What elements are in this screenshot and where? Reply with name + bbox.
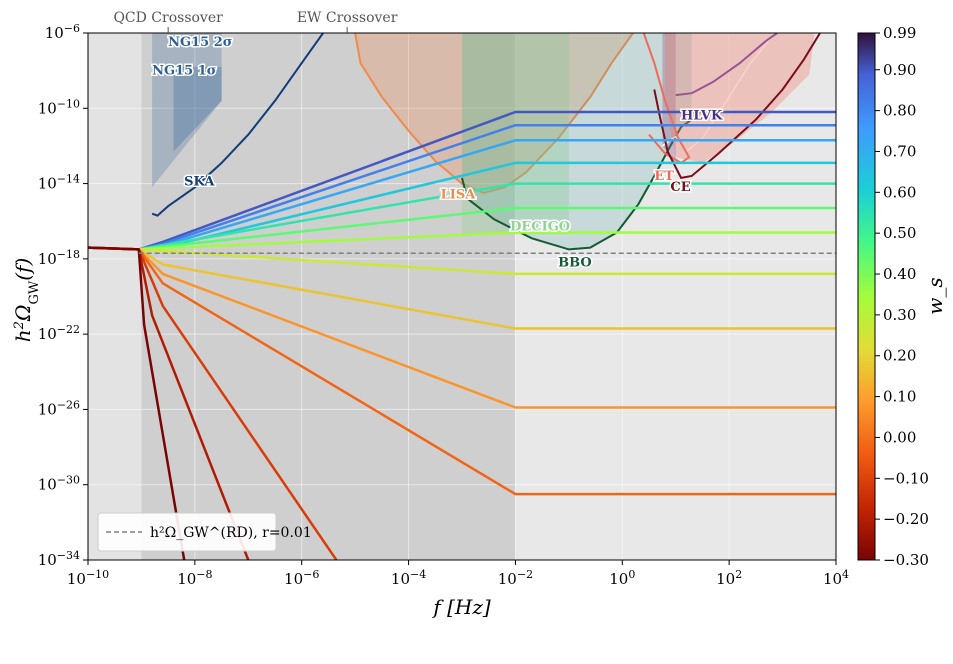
colorbar-tick-label: 0.99: [883, 24, 916, 42]
ng15-1sigma-region: [173, 66, 222, 152]
shaded-regions: [88, 33, 836, 560]
ce-region: [665, 33, 815, 163]
detector-label-ng15-2-: NG15 2σ: [168, 35, 232, 50]
colorbar-label: w_s: [923, 277, 947, 314]
detector-label-hlvk: HLVK: [681, 109, 723, 124]
top-marker-label: EW Crossover: [297, 10, 398, 26]
detector-label-ska: SKA: [184, 174, 215, 189]
x-tick-label: 10−4: [391, 568, 426, 589]
x-tick-label: 10−10: [67, 568, 109, 589]
hlvk-edge: [661, 36, 773, 153]
y-tick-label: 10−26: [38, 398, 80, 419]
et-curve: [642, 33, 691, 165]
colorbar-tick-label: 0.00: [883, 428, 916, 446]
y-tick-label: 10−22: [38, 323, 80, 344]
spectrum-series: [88, 110, 836, 560]
x-tick-label: 102: [716, 568, 742, 589]
colorbar-tick-label: 0.80: [883, 102, 916, 120]
hlvk-curve: [675, 33, 778, 97]
colorbar-tick-label: 0.10: [883, 388, 916, 406]
y-tick-label: 10−10: [38, 97, 80, 118]
shaded-region-1: [141, 33, 516, 560]
colorbar: 0.99 0.90 0.80 0.70 0.60 0.50 0.40 0.30 0.20 0.10…: [857, 24, 947, 569]
x-tick-label: 104: [823, 568, 849, 589]
shaded-region-0: [88, 33, 142, 560]
hlvk-region: [662, 33, 676, 165]
bbo-curve: [461, 118, 693, 251]
detector-label-ce: CE: [670, 180, 690, 195]
colorbar-tick-label: 0.60: [883, 183, 916, 201]
y-tick-label: 10−34: [38, 549, 80, 570]
colorbar-tick-label: −0.20: [883, 510, 929, 528]
detector-label-et: ET: [654, 169, 674, 184]
x-ticks: 10−10 10−8 10−6 10−4 10−2 100 102 104: [67, 560, 849, 588]
colorbar-tick-label: 0.40: [883, 265, 916, 283]
y-tick-label: 10−14: [38, 172, 80, 193]
lisa-curve: [354, 33, 634, 195]
colorbar-tick-label: 0.30: [883, 306, 916, 324]
y-tick-label: 10−6: [45, 22, 80, 43]
legend-entry: h²Ω_GW^(RD), r=0.01: [150, 525, 312, 541]
detector-label-lisa: LISA: [441, 188, 477, 203]
legend: h²Ω_GW^(RD), r=0.01: [97, 512, 312, 552]
colorbar-tick-label: 0.50: [883, 224, 916, 242]
top-marker-label: QCD Crossover: [113, 10, 223, 26]
series-line-ws-m0p3: [88, 246, 186, 560]
detector-label-ng15-1-: NG15 1σ: [152, 63, 216, 78]
colorbar-tick-label: 0.70: [883, 142, 916, 160]
y-tick-label: 10−30: [38, 473, 80, 494]
ska-curve: [151, 33, 324, 217]
colorbar-tick-label: 0.90: [883, 61, 916, 79]
shaded-region-2: [515, 33, 836, 560]
detector-label-bbo: BBO: [558, 255, 592, 270]
y-tick-label: 10−18: [38, 247, 80, 268]
colorbar-tick-label: −0.10: [883, 469, 929, 487]
x-tick-label: 10−2: [498, 568, 533, 589]
ce-curve: [653, 33, 821, 180]
detector-label-decigo: DECIGO: [510, 220, 570, 235]
colorbar-tick-label: 0.20: [883, 347, 916, 365]
y-ticks: 10−6 10−10 10−14 10−18 10−22 10−26 10−30 10−34: [38, 22, 88, 570]
x-tick-label: 10−8: [177, 568, 212, 589]
colorbar-tick-label: −0.30: [883, 551, 929, 569]
ng15-2sigma-region: [152, 33, 222, 188]
x-tick-label: 100: [609, 568, 635, 589]
plot-frame: [87, 32, 837, 561]
x-tick-label: 10−6: [284, 568, 319, 589]
lisa-region: [355, 33, 633, 193]
colorbar-gradient: [857, 32, 876, 561]
x-axis-label: f [Hz]: [431, 595, 491, 619]
colorbar-ticks: 0.99 0.90 0.80 0.70 0.60 0.50 0.40 0.30 0.20 0.10…: [875, 24, 929, 569]
top-markers: QCD Crossover EW Crossover: [113, 10, 398, 33]
